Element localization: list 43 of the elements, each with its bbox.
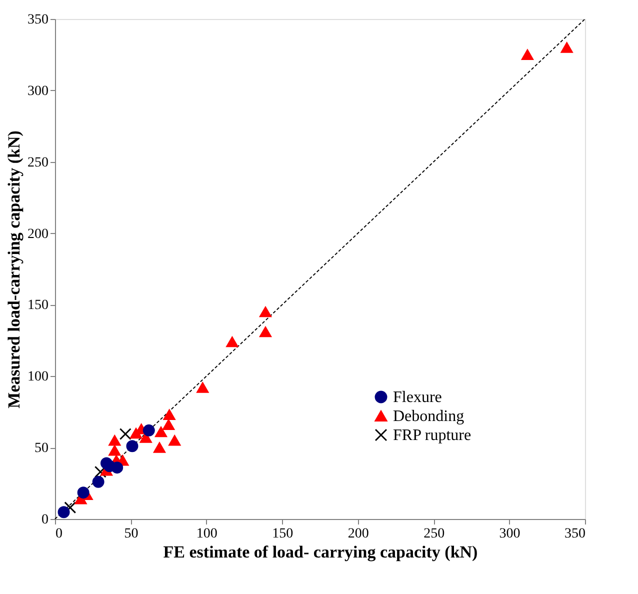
point [155,426,167,438]
point [92,476,104,488]
x-tick-label: 150 [272,526,294,542]
point [64,502,76,514]
y-tick-label: 100 [28,370,48,385]
point [119,428,132,440]
point [226,336,238,348]
point [108,445,121,456]
point [77,486,90,499]
x-tick-label: 350 [564,526,586,542]
legend-label: FRP rupture [393,427,472,444]
point [259,326,272,338]
y-tick-label: 250 [28,155,48,170]
point [560,42,573,53]
y-tick-label: 350 [28,12,48,28]
y-tick-label: 50 [34,441,48,456]
point [104,460,116,472]
x-tick-label: 100 [196,526,218,542]
x-tick-label: 0 [56,526,62,542]
point [521,49,534,60]
point [196,382,209,393]
point [142,424,155,436]
y-tick-label: 300 [28,84,48,99]
legend-label: Debonding [393,408,464,425]
y-tick-label: 0 [42,512,48,528]
x-axis-title: FE estimate of load- carrying capacity (kN) [163,542,478,562]
point [259,306,272,318]
point [126,440,138,452]
point [153,442,166,453]
legend-label: Flexure [393,389,442,406]
y-axis-title: Measured load-carrying capacity (kN) [4,130,24,408]
y-tick-label: 150 [28,298,48,314]
y-tick-label: 200 [28,226,48,242]
x-tick-label: 50 [124,526,138,542]
x-tick-label: 250 [424,526,445,542]
point [163,409,176,420]
x-tick-label: 300 [499,526,520,542]
x-tick-label: 200 [348,526,369,542]
point [168,435,181,446]
point [108,435,121,446]
point [94,466,106,478]
point [58,506,70,518]
point [162,419,175,430]
